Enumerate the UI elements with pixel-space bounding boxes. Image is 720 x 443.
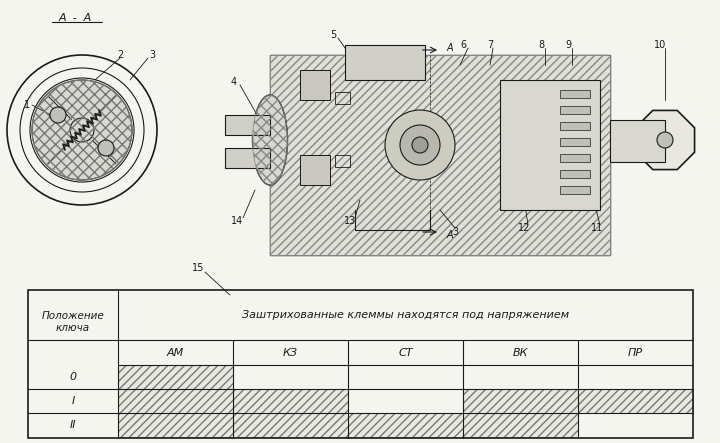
Text: Положение
ключа: Положение ключа	[42, 311, 104, 333]
Circle shape	[98, 140, 114, 156]
Bar	[335, 155, 350, 167]
Text: 7: 7	[487, 40, 493, 50]
Text: II: II	[70, 420, 76, 430]
Text: 12: 12	[518, 223, 530, 233]
Bar	[118, 365, 233, 389]
Text: 1: 1	[24, 100, 30, 110]
Bar	[225, 148, 270, 168]
Bar	[270, 55, 610, 255]
Text: Заштрихованные клеммы находятся под напряжением: Заштрихованные клеммы находятся под напр…	[242, 310, 569, 320]
Bar	[270, 100, 470, 180]
Bar	[578, 389, 693, 413]
Bar	[118, 389, 233, 413]
Text: 10: 10	[654, 40, 666, 50]
Circle shape	[412, 137, 428, 153]
Text: 2: 2	[117, 50, 123, 60]
Circle shape	[657, 132, 673, 148]
Text: 5: 5	[330, 30, 336, 40]
Text: 0: 0	[69, 372, 76, 382]
Circle shape	[385, 110, 455, 180]
Text: I: I	[71, 396, 75, 406]
Circle shape	[32, 80, 132, 180]
Text: ПР: ПР	[628, 347, 643, 358]
Bar	[348, 413, 463, 437]
Bar	[233, 413, 348, 437]
Polygon shape	[636, 110, 695, 170]
Text: 11: 11	[591, 223, 603, 233]
Bar	[560, 170, 590, 178]
Bar	[560, 138, 590, 146]
Text: АМ: АМ	[167, 347, 184, 358]
Text: КЗ: КЗ	[283, 347, 298, 358]
Bar	[233, 389, 348, 413]
Text: 4: 4	[231, 77, 237, 87]
Text: 3: 3	[452, 227, 458, 237]
Text: 8: 8	[538, 40, 544, 50]
Bar	[560, 186, 590, 194]
Text: А  -  А: А - А	[58, 13, 91, 23]
Text: ВК: ВК	[513, 347, 528, 358]
Text: 14: 14	[231, 216, 243, 226]
Bar	[345, 45, 425, 80]
Bar	[300, 70, 330, 100]
Bar	[560, 154, 590, 162]
Bar	[500, 80, 600, 210]
Text: 6: 6	[460, 40, 466, 50]
Bar	[300, 155, 330, 185]
Bar	[463, 413, 578, 437]
Bar	[560, 122, 590, 130]
Bar	[560, 106, 590, 114]
Text: А: А	[446, 43, 454, 53]
Text: 13: 13	[344, 216, 356, 226]
Bar	[335, 92, 350, 104]
Bar	[28, 290, 693, 438]
Circle shape	[400, 125, 440, 165]
Bar	[463, 389, 578, 413]
Text: 15: 15	[192, 263, 204, 273]
Text: СТ: СТ	[398, 347, 413, 358]
Bar	[560, 90, 590, 98]
Text: А: А	[446, 230, 454, 240]
Bar	[270, 55, 610, 255]
Circle shape	[50, 107, 66, 123]
Bar	[225, 115, 270, 135]
Text: 3: 3	[149, 50, 155, 60]
Bar	[118, 413, 233, 437]
Ellipse shape	[253, 95, 287, 185]
Bar	[610, 120, 665, 162]
Text: 9: 9	[565, 40, 571, 50]
